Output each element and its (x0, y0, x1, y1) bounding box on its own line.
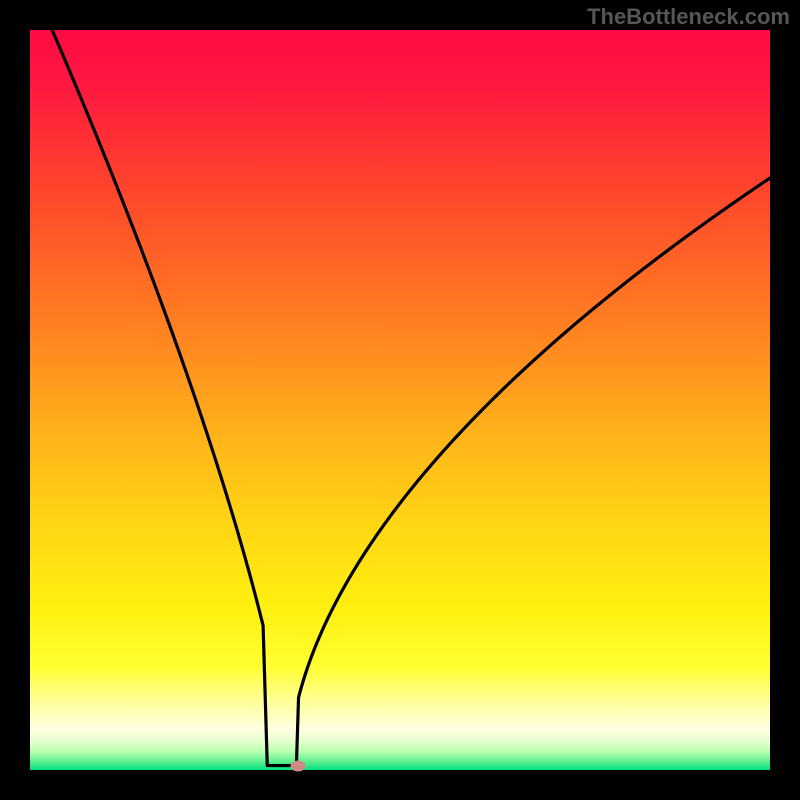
chart-container: TheBottleneck.com (0, 0, 800, 800)
optimal-point-marker (290, 760, 305, 771)
plot-area (30, 30, 770, 770)
watermark-text: TheBottleneck.com (587, 4, 790, 30)
